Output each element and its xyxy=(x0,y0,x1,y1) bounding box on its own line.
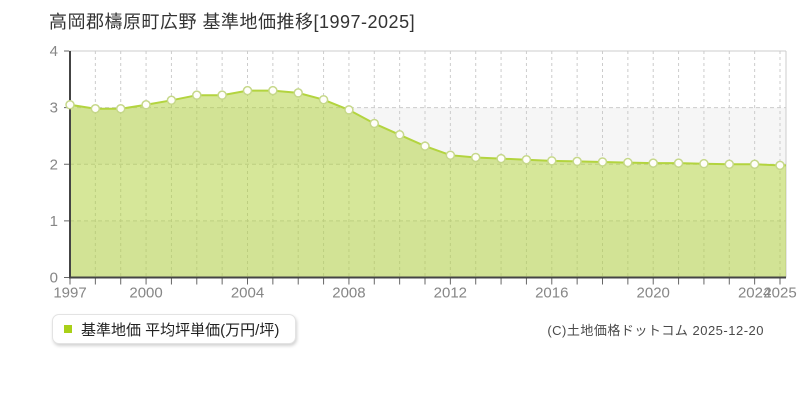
data-point-marker xyxy=(115,104,126,114)
data-point-marker xyxy=(318,94,329,105)
legend: 基準地価 平均坪単価(万円/坪) xyxy=(52,314,297,344)
data-point-marker xyxy=(699,158,709,169)
data-point-marker xyxy=(470,152,481,163)
data-point-marker xyxy=(749,159,760,169)
series-area xyxy=(70,90,786,278)
data-point-marker xyxy=(597,157,608,167)
data-point-marker xyxy=(268,85,278,96)
data-point-marker xyxy=(572,156,582,167)
y-tick-label: 4 xyxy=(50,43,58,60)
data-point-marker xyxy=(724,159,735,169)
series-swatch-icon xyxy=(64,325,72,333)
data-point-marker xyxy=(648,158,658,168)
data-point-marker xyxy=(521,154,532,165)
data-point-marker xyxy=(192,90,202,100)
data-point-marker xyxy=(547,156,557,166)
x-tick-label: 2008 xyxy=(332,285,365,302)
data-point-marker xyxy=(217,90,227,100)
x-tick-label: 2016 xyxy=(535,285,568,302)
x-tick-label: 2012 xyxy=(434,285,467,302)
data-point-marker xyxy=(420,141,430,151)
data-point-marker xyxy=(90,104,101,114)
data-point-marker xyxy=(775,160,785,171)
data-point-marker xyxy=(65,100,75,110)
y-tick-label: 0 xyxy=(50,270,58,287)
x-tick-label: 2000 xyxy=(129,285,162,302)
data-point-marker xyxy=(293,88,303,98)
copyright-text: (C)土地価格ドットコム 2025-12-20 xyxy=(547,323,764,338)
y-tick-label: 1 xyxy=(50,213,58,230)
data-point-marker xyxy=(141,100,151,110)
data-point-marker xyxy=(166,95,177,106)
data-point-marker xyxy=(445,150,456,160)
series-label: 基準地価 平均坪単価(万円/坪) xyxy=(81,321,280,339)
data-point-marker xyxy=(242,85,253,96)
y-tick-label: 2 xyxy=(50,156,58,173)
x-tick-label: 2024 xyxy=(738,285,771,302)
data-point-marker xyxy=(394,130,405,140)
data-point-marker xyxy=(344,105,354,115)
x-tick-label: 2004 xyxy=(231,285,264,302)
x-tick-label: 2020 xyxy=(637,285,670,302)
data-point-marker xyxy=(369,118,380,129)
page-title: 高岡郡檮原町広野 基準地価推移[1997-2025] xyxy=(49,12,416,32)
price-trend-area-chart: 0 1 2 3 4 1997 2000 2004 2008 2012 2016 2020 2024202… xyxy=(50,43,797,302)
data-point-marker xyxy=(623,157,633,168)
x-tick-label: 2025 xyxy=(763,285,796,302)
data-point-marker xyxy=(496,153,506,164)
x-tick-label: 1997 xyxy=(53,285,86,302)
y-tick-label: 3 xyxy=(50,100,58,117)
data-point-marker xyxy=(673,158,684,168)
